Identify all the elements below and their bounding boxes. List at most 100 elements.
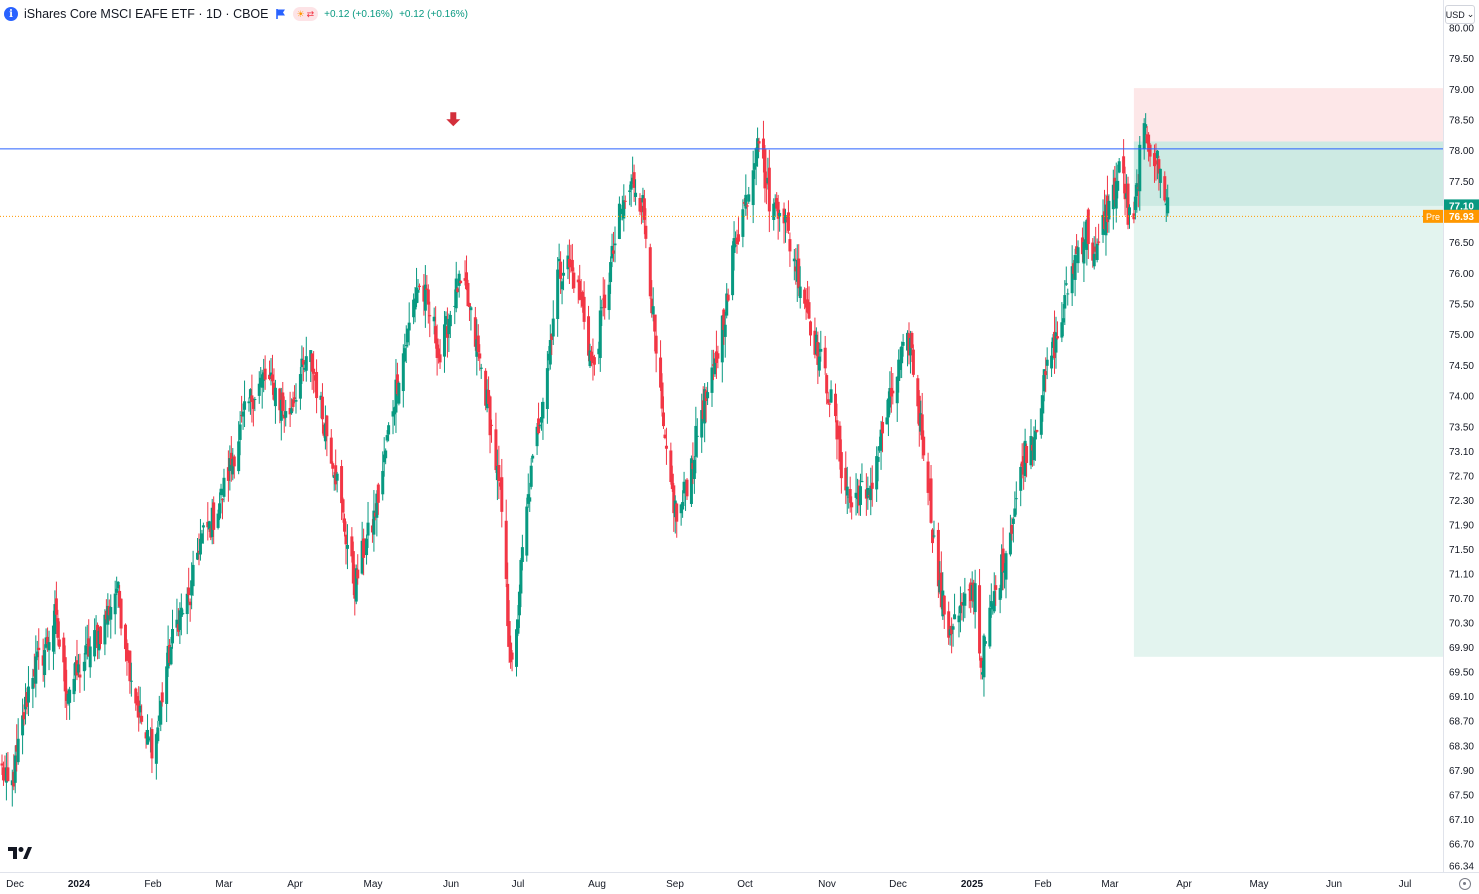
candle-body — [241, 411, 245, 417]
tradingview-logo[interactable] — [8, 846, 32, 864]
candle-body — [957, 615, 961, 623]
flag-icon[interactable] — [275, 8, 287, 20]
candle — [622, 184, 626, 232]
candle — [798, 266, 802, 309]
candle-body — [910, 332, 914, 349]
candle-body — [556, 269, 560, 319]
candle-body — [825, 375, 829, 394]
candle-body — [1033, 430, 1037, 440]
time-tick-label: Mar — [1101, 879, 1119, 890]
candle-body — [989, 601, 993, 607]
candle-body — [1001, 548, 1005, 573]
candle-body — [248, 389, 252, 399]
candle — [281, 381, 285, 417]
candle-body — [356, 569, 360, 579]
candle-body — [466, 283, 470, 307]
pre-price-badge — [1444, 209, 1479, 223]
candle-body — [951, 626, 955, 630]
candle — [479, 363, 483, 379]
candle — [829, 380, 833, 404]
candle-body — [154, 734, 158, 764]
reward-zone — [1133, 141, 1443, 657]
candle-body — [850, 502, 854, 508]
candle-body — [792, 258, 796, 262]
candle — [756, 127, 760, 167]
candle — [171, 609, 175, 649]
price-lines[interactable] — [0, 148, 1443, 217]
candle-body — [763, 149, 767, 189]
settings-icon[interactable] — [1459, 878, 1471, 890]
candle-body — [869, 485, 873, 501]
candle — [833, 383, 837, 423]
candle — [21, 698, 25, 755]
candle-body — [741, 209, 745, 237]
candle-body — [510, 652, 514, 660]
candle-body — [1004, 553, 1008, 580]
candle-body — [238, 424, 242, 440]
session-pill[interactable]: ☀ ⇄ — [292, 7, 319, 21]
candle-body — [870, 482, 874, 489]
candle-body — [736, 234, 740, 242]
candle-body — [598, 310, 602, 358]
candle-body — [1091, 242, 1095, 261]
candle-body — [1147, 134, 1151, 152]
candle-body — [651, 306, 655, 315]
candle — [950, 617, 954, 654]
info-icon[interactable]: i — [4, 7, 18, 21]
candle-body — [1114, 181, 1118, 209]
candle-body — [617, 203, 621, 239]
candle-body — [809, 321, 812, 336]
candle — [531, 453, 535, 463]
time-tick-label: Apr — [287, 879, 303, 890]
candle — [881, 416, 885, 453]
candle-body — [315, 371, 319, 399]
candle-body — [587, 316, 591, 356]
candle — [1066, 288, 1070, 306]
candle-body — [942, 595, 946, 615]
candle-body — [291, 399, 295, 407]
candle — [478, 344, 482, 371]
time-axis[interactable]: Dec 2024 Feb Mar Apr May Jun Jul Aug Sep Oct Nov Dec… — [0, 872, 1479, 891]
candle — [416, 279, 420, 303]
candle — [600, 299, 604, 327]
candle — [273, 379, 277, 424]
currency-button[interactable]: USD ⌄ — [1445, 5, 1475, 24]
candle — [989, 583, 993, 618]
candle — [1008, 514, 1012, 557]
symbol-title[interactable]: iShares Core MSCI EAFE ETF · 1D · CBOE — [24, 7, 269, 21]
candle — [456, 287, 460, 293]
position-zones[interactable] — [1133, 88, 1443, 657]
candle — [243, 380, 247, 428]
candle-body — [979, 657, 983, 668]
candle — [1117, 158, 1121, 174]
currency-label: USD — [1445, 9, 1465, 20]
candle-body — [1011, 518, 1015, 524]
candle-body — [723, 324, 727, 337]
arrow-down-icon — [446, 112, 461, 127]
time-tick-label: Jul — [1399, 879, 1412, 890]
price-axis[interactable]: 80.0079.5079.0078.5078.0077.5077.0076.50… — [1423, 0, 1479, 873]
candle — [384, 448, 388, 465]
candle — [1063, 280, 1067, 326]
candle — [1144, 113, 1148, 136]
candle — [644, 208, 648, 249]
candle — [257, 371, 261, 404]
candle-body — [716, 353, 720, 359]
price-tick-label: 69.10 — [1449, 692, 1474, 703]
candle-body — [994, 585, 998, 590]
candle-body — [53, 604, 57, 635]
candle-body — [284, 411, 288, 418]
candle — [291, 391, 295, 412]
candle-body — [47, 642, 51, 651]
candle-body — [747, 194, 751, 202]
candle — [201, 522, 205, 544]
candle-body — [835, 420, 839, 440]
candle-body — [519, 559, 523, 594]
candle-body — [570, 259, 574, 272]
candle — [467, 302, 471, 321]
candle-body — [269, 372, 273, 376]
candle-body — [294, 400, 298, 402]
candle-body — [562, 272, 566, 276]
candle-body — [13, 755, 17, 783]
